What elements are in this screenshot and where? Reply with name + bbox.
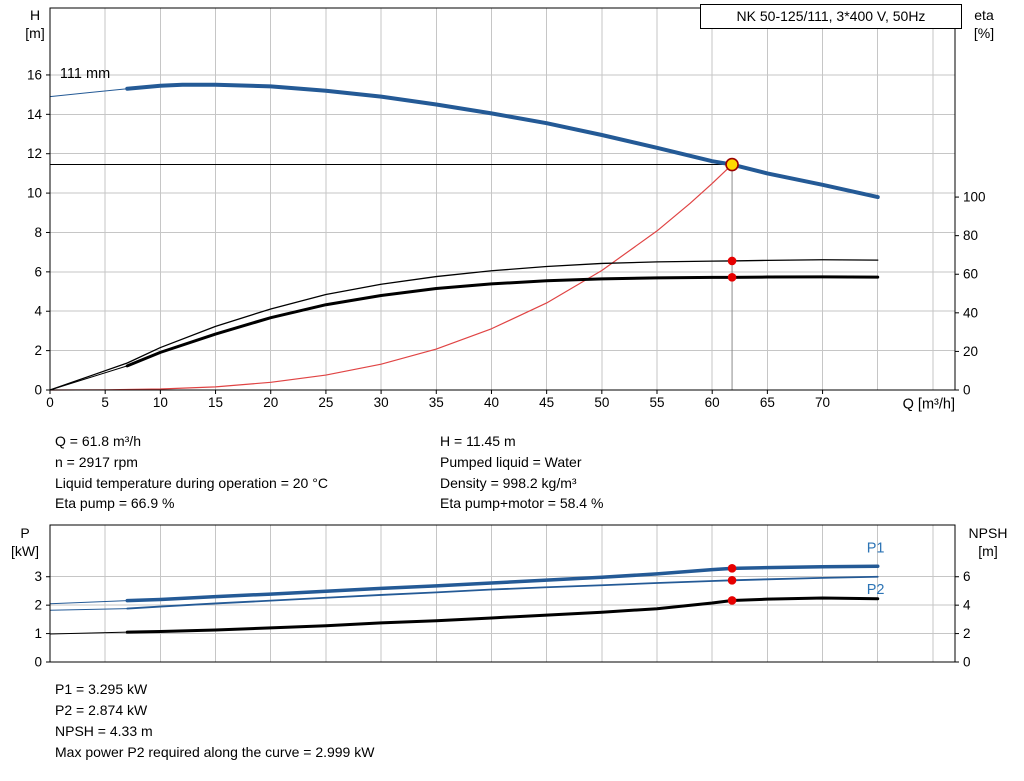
y-tick-label-left: 14: [27, 107, 43, 122]
y-tick-label-left: 2: [34, 598, 42, 613]
info-line-temperature: Liquid temperature during operation = 20…: [55, 474, 328, 491]
x-tick-label: 5: [101, 395, 109, 410]
series-p2-lead: [49, 608, 128, 611]
x-tick-label: 25: [318, 395, 333, 410]
y-tick-label-left: 16: [27, 67, 42, 82]
curve-point-marker: [727, 256, 737, 266]
h-axis-label: H [m]: [16, 6, 54, 42]
y-tick-label-right: 60: [963, 267, 978, 282]
plot-frame: [49, 7, 956, 391]
plot-frame: [49, 524, 956, 663]
eta-axis-label: eta [%]: [962, 6, 1006, 42]
y-tick-label-right: 20: [963, 344, 978, 359]
info-line-p2: P2 = 2.874 kW: [55, 702, 148, 718]
npsh-axis-unit: [m]: [978, 543, 998, 559]
series-p1-lead: [49, 600, 128, 605]
y-tick-label-right: 4: [963, 598, 971, 613]
x-tick-label: 40: [484, 395, 499, 410]
y-tick-label-right: 80: [963, 228, 978, 243]
info-line-q: Q = 61.8 m³/h: [55, 433, 141, 449]
y-tick-label-right: 2: [963, 626, 971, 641]
h-axis-symbol: H: [29, 7, 41, 23]
series-p2: [126, 575, 879, 610]
info-line-eta-total: Eta pump+motor = 58.4 %: [440, 495, 604, 512]
info-line-speed: n = 2917 rpm: [55, 453, 138, 470]
x-tick-label: 35: [429, 395, 444, 410]
series-eta-pump-motor: [125, 275, 880, 368]
curve-annotation: 111 mm: [60, 66, 110, 82]
h-axis-unit: [m]: [25, 25, 45, 41]
x-tick-label: 50: [594, 395, 609, 410]
npsh-axis-label: NPSH [m]: [966, 524, 1010, 560]
pump-title-box: NK 50-125/111, 3*400 V, 50Hz: [700, 4, 962, 29]
info-line-liquid: Pumped liquid = Water: [440, 453, 582, 470]
info-line-density: Density = 998.2 kg/m³: [440, 474, 577, 491]
series-npsh: [125, 596, 880, 634]
y-tick-label-left: 0: [34, 383, 42, 398]
series-eta-pump: [49, 259, 879, 391]
series-pump-curve-lead: [49, 88, 128, 98]
y-tick-label-right: 0: [963, 383, 971, 398]
duty-info-left: Q = 61.8 m³/h n = 2917 rpm Liquid temper…: [55, 431, 328, 514]
series-p1: [125, 564, 880, 603]
y-tick-label-left: 2: [34, 343, 42, 358]
duty-info-right: H = 11.45 m Pumped liquid = Water Densit…: [440, 431, 603, 514]
y-tick-label-left: 3: [34, 569, 42, 584]
info-line-eta-pump: Eta pump = 66.9 %: [55, 495, 175, 512]
series-eta-pump-motor-lead: [49, 365, 128, 391]
power-npsh-chart: 0 1 2 3 0 2 4 6 P1 P2: [34, 524, 971, 670]
x-tick-label: 15: [208, 395, 223, 410]
y-tick-label-right: 40: [963, 305, 978, 320]
x-tick-label: 30: [374, 395, 389, 410]
curve-point-marker: [727, 273, 737, 282]
series-system-curve: [49, 163, 733, 391]
y-tick-label-left: 0: [34, 655, 42, 670]
x-tick-label: 20: [263, 395, 278, 410]
x-tick-label: 0: [46, 395, 54, 410]
qh-eta-chart: 0 5 10 15 20 25 30 35 40 45 50 55 60 65 70 0 2 4 6 8 10 12 14 1…: [27, 7, 986, 413]
info-line-npsh: NPSH = 4.33 m: [55, 723, 153, 739]
x-tick-label: 55: [649, 395, 664, 410]
eta-axis-symbol: eta: [974, 7, 994, 23]
info-line-head: H = 11.45 m: [440, 433, 516, 449]
x-tick-label: 65: [760, 395, 775, 410]
p-axis-symbol: P: [20, 525, 30, 541]
p-axis-label: P [kW]: [4, 524, 46, 560]
y-tick-label-left: 4: [34, 304, 42, 319]
x-tick-label: 70: [815, 395, 830, 410]
p-axis-unit: [kW]: [11, 543, 39, 559]
y-tick-label-right: 100: [963, 190, 986, 205]
pump-title: NK 50-125/111, 3*400 V, 50Hz: [736, 8, 926, 24]
power-info-block: P1 = 3.295 kW P2 = 2.874 kW NPSH = 4.33 …: [55, 679, 374, 763]
y-tick-label-left: 12: [27, 146, 42, 161]
curve-point-marker: [727, 564, 737, 573]
info-line-p1: P1 = 3.295 kW: [55, 681, 148, 697]
y-tick-label-left: 1: [34, 626, 42, 641]
x-tick-label: 60: [705, 395, 720, 410]
curve-annotation: P2: [867, 582, 885, 598]
curve-point-marker: [727, 576, 737, 585]
duty-point-marker: [725, 157, 739, 172]
eta-axis-unit: [%]: [973, 25, 995, 41]
series-npsh-lead: [49, 631, 128, 635]
y-tick-label-left: 8: [34, 225, 42, 240]
curve-annotation: P1: [867, 541, 885, 557]
y-tick-label-left: 6: [34, 264, 42, 279]
series-pump-curve-111mm: [125, 82, 880, 200]
npsh-axis-symbol: NPSH: [968, 525, 1008, 541]
y-tick-label-left: 10: [27, 186, 42, 201]
info-line-max-p2: Max power P2 required along the curve = …: [55, 744, 375, 760]
x-tick-label: 45: [539, 395, 554, 410]
curve-annotation: Q [m³/h]: [903, 397, 955, 413]
x-tick-label: 10: [153, 395, 168, 410]
curve-point-marker: [727, 596, 737, 605]
y-tick-label-right: 6: [963, 569, 971, 584]
y-tick-label-right: 0: [963, 655, 971, 670]
